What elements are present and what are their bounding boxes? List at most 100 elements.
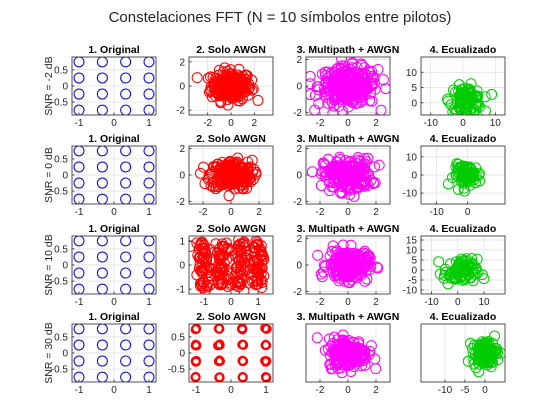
data-point [361,83,373,95]
data-point [326,96,338,108]
data-point [487,356,499,368]
x-tick-label: -10 [423,118,438,129]
data-point [334,151,346,163]
data-point [306,70,316,82]
data-point [120,355,132,367]
y-tick-label: -0.5 [51,98,69,109]
data-point [233,86,245,98]
x-tick-label: -2 [316,207,325,218]
data-point [96,193,108,204]
scatter-series [73,236,155,294]
x-tick-label: 0 [345,297,351,308]
scatter-series [194,152,262,202]
x-tick-label: 0 [228,207,234,218]
data-point [238,372,248,382]
data-point [120,371,132,382]
x-tick-label: -2 [316,297,325,308]
data-point [319,159,331,171]
data-point [490,345,502,357]
x-tick-label: -1 [192,385,201,396]
data-point [252,275,264,287]
data-point [312,249,324,261]
subplot-r3-c1: -1 0 1 0.5 0 -0.5 1. Original SNR = 10 dB [43,223,157,308]
data-point [309,104,321,115]
data-point [477,343,489,355]
data-point [237,183,249,195]
scatter-series [311,329,382,379]
subplot-title: 3. Multipath + AWGN [297,311,400,323]
x-tick-label: 0 [228,118,234,129]
y-tick-label: -10 [403,189,418,200]
scatter-series [73,146,155,204]
data-point [344,70,356,82]
data-point [459,255,471,267]
data-point [342,341,354,353]
data-point [454,259,466,271]
data-point [223,81,235,93]
y-tick-label: 2 [296,234,302,245]
data-point [371,261,383,273]
y-tick-label: -2 [293,287,302,298]
data-point [232,152,244,164]
data-point [349,265,361,277]
subplot-title: 3. Multipath + AWGN [297,223,400,235]
data-point [143,57,155,68]
data-point [336,105,348,115]
x-tick-label: 0 [111,385,117,396]
y-tick-label: 0 [296,82,302,93]
data-point [120,251,132,263]
x-tick-label: -10 [429,207,444,218]
data-point [143,146,155,157]
data-point [242,156,254,168]
data-point [233,63,245,75]
y-tick-label: -2 [176,106,185,117]
data-point [214,355,225,365]
data-point [361,259,373,271]
data-point [340,94,352,106]
data-point [191,72,203,84]
x-tick-label: 0 [228,385,234,396]
x-tick-label: 10 [478,297,490,308]
data-point [243,174,255,186]
scatter-series [442,78,498,115]
y-tick-label: 5 [411,256,417,267]
y-tick-label: 1 [179,236,185,247]
data-point [73,324,85,335]
data-point [359,175,371,187]
data-point [467,275,479,287]
x-tick-label: 2 [373,297,379,308]
data-point [345,175,357,187]
data-point [450,256,462,268]
data-point [120,57,132,68]
data-point [252,94,264,106]
data-point [316,271,328,283]
subplot-title: 4. Ecualizado [430,133,497,145]
data-point [143,72,155,84]
data-point [324,250,336,262]
data-point [96,283,108,294]
x-tick-label: 1 [255,297,261,308]
data-point [227,170,239,182]
data-point [143,267,155,279]
data-point [317,157,329,169]
data-point [445,272,457,284]
data-point [228,87,240,99]
x-tick-label: 0 [455,297,461,308]
scatter-series [312,239,384,289]
y-tick-label: -10 [403,286,418,297]
data-point [96,72,108,84]
x-tick-label: 2 [256,207,262,218]
data-point [348,94,360,106]
data-point [318,259,330,271]
y-tick-label: 2 [179,144,185,155]
y-tick-label: 0 [179,261,185,272]
data-point [96,251,108,263]
data-point [344,184,356,196]
x-tick-label: 2 [373,207,379,218]
data-point [216,278,228,290]
data-point [328,344,340,356]
data-point [143,104,155,115]
y-tick-label: 0 [411,171,417,182]
y-tick-label: -5 [408,276,417,287]
